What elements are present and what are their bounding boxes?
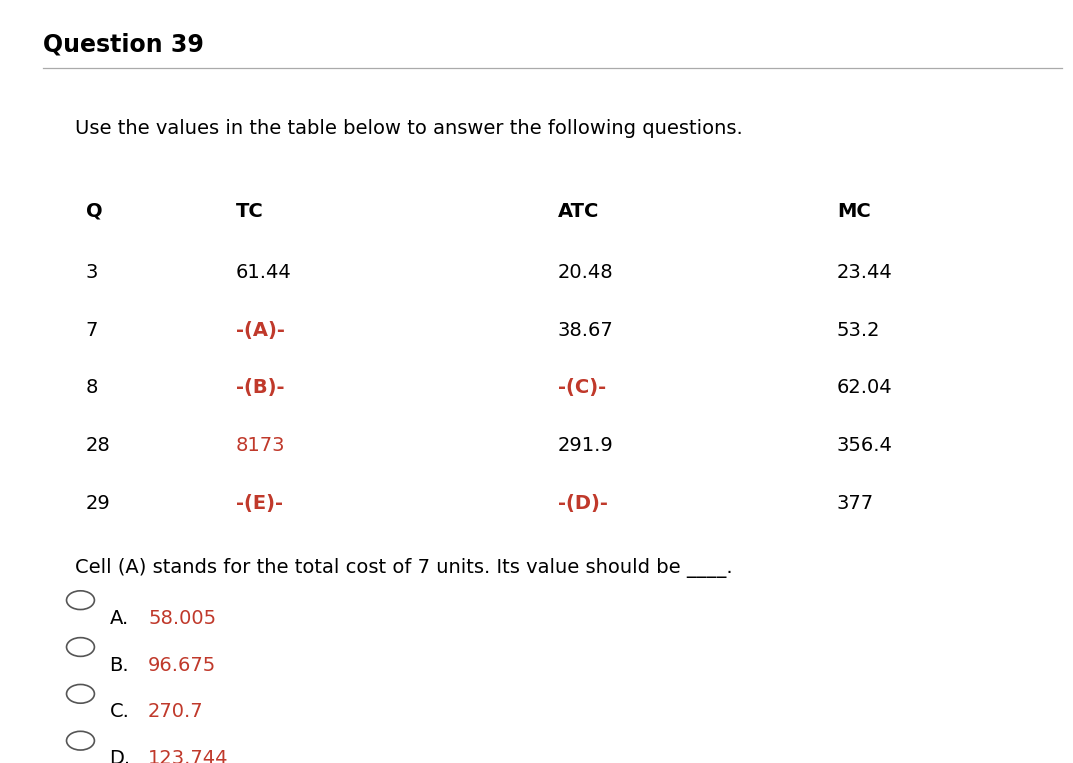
Text: Cell (A) stands for the total cost of 7 units. Its value should be ____.: Cell (A) stands for the total cost of 7 … bbox=[75, 559, 733, 578]
Text: 20.48: 20.48 bbox=[558, 263, 614, 282]
Text: Q: Q bbox=[86, 201, 102, 221]
Text: 23.44: 23.44 bbox=[837, 263, 893, 282]
Text: 53.2: 53.2 bbox=[837, 320, 881, 340]
Text: MC: MC bbox=[837, 201, 870, 221]
Text: -(C)-: -(C)- bbox=[558, 378, 606, 398]
Text: ATC: ATC bbox=[558, 201, 600, 221]
Text: -(E)-: -(E)- bbox=[236, 494, 283, 513]
Text: 28: 28 bbox=[86, 436, 111, 455]
Text: 29: 29 bbox=[86, 494, 111, 513]
Text: D.: D. bbox=[109, 749, 131, 763]
Text: A.: A. bbox=[109, 609, 129, 628]
Text: Use the values in the table below to answer the following questions.: Use the values in the table below to ans… bbox=[75, 119, 743, 138]
Text: 377: 377 bbox=[837, 494, 874, 513]
Text: 291.9: 291.9 bbox=[558, 436, 614, 455]
Text: 61.44: 61.44 bbox=[236, 263, 292, 282]
Text: B.: B. bbox=[109, 655, 129, 674]
Text: 8: 8 bbox=[86, 378, 99, 398]
Text: 123.744: 123.744 bbox=[148, 749, 229, 763]
Text: 270.7: 270.7 bbox=[148, 703, 204, 722]
Text: 38.67: 38.67 bbox=[558, 320, 614, 340]
Text: -(D)-: -(D)- bbox=[558, 494, 607, 513]
Text: -(B)-: -(B)- bbox=[236, 378, 284, 398]
Text: Question 39: Question 39 bbox=[43, 32, 204, 56]
Text: 96.675: 96.675 bbox=[148, 655, 217, 674]
Text: 356.4: 356.4 bbox=[837, 436, 893, 455]
Text: C.: C. bbox=[109, 703, 130, 722]
Text: 62.04: 62.04 bbox=[837, 378, 893, 398]
Text: 7: 7 bbox=[86, 320, 99, 340]
Text: TC: TC bbox=[236, 201, 264, 221]
Text: 8173: 8173 bbox=[236, 436, 285, 455]
Text: 3: 3 bbox=[86, 263, 99, 282]
Text: 58.005: 58.005 bbox=[148, 609, 216, 628]
Text: -(A)-: -(A)- bbox=[236, 320, 285, 340]
